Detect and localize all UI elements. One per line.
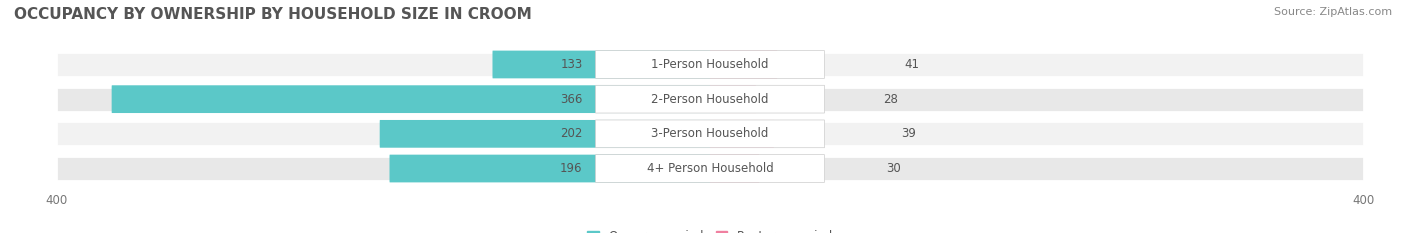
FancyBboxPatch shape <box>710 155 759 182</box>
Text: 3-Person Household: 3-Person Household <box>651 127 769 140</box>
FancyBboxPatch shape <box>596 120 824 148</box>
FancyBboxPatch shape <box>710 85 756 113</box>
Text: 30: 30 <box>887 162 901 175</box>
FancyBboxPatch shape <box>492 51 710 78</box>
FancyBboxPatch shape <box>596 51 824 78</box>
Text: 1-Person Household: 1-Person Household <box>651 58 769 71</box>
Text: 2-Person Household: 2-Person Household <box>651 93 769 106</box>
Text: 133: 133 <box>560 58 582 71</box>
Legend: Owner-occupied, Renter-occupied: Owner-occupied, Renter-occupied <box>582 225 838 233</box>
FancyBboxPatch shape <box>389 155 710 182</box>
FancyBboxPatch shape <box>710 120 773 148</box>
Text: 28: 28 <box>883 93 898 106</box>
Text: 4+ Person Household: 4+ Person Household <box>647 162 773 175</box>
FancyBboxPatch shape <box>380 120 710 148</box>
Text: 196: 196 <box>560 162 582 175</box>
FancyBboxPatch shape <box>596 155 824 182</box>
Text: Source: ZipAtlas.com: Source: ZipAtlas.com <box>1274 7 1392 17</box>
Text: 202: 202 <box>560 127 582 140</box>
FancyBboxPatch shape <box>56 87 1364 112</box>
Text: 39: 39 <box>901 127 917 140</box>
FancyBboxPatch shape <box>596 85 824 113</box>
FancyBboxPatch shape <box>56 52 1364 77</box>
FancyBboxPatch shape <box>710 51 778 78</box>
FancyBboxPatch shape <box>111 85 710 113</box>
FancyBboxPatch shape <box>56 121 1364 146</box>
Text: 366: 366 <box>560 93 582 106</box>
Text: 41: 41 <box>904 58 920 71</box>
FancyBboxPatch shape <box>56 156 1364 181</box>
Text: OCCUPANCY BY OWNERSHIP BY HOUSEHOLD SIZE IN CROOM: OCCUPANCY BY OWNERSHIP BY HOUSEHOLD SIZE… <box>14 7 531 22</box>
